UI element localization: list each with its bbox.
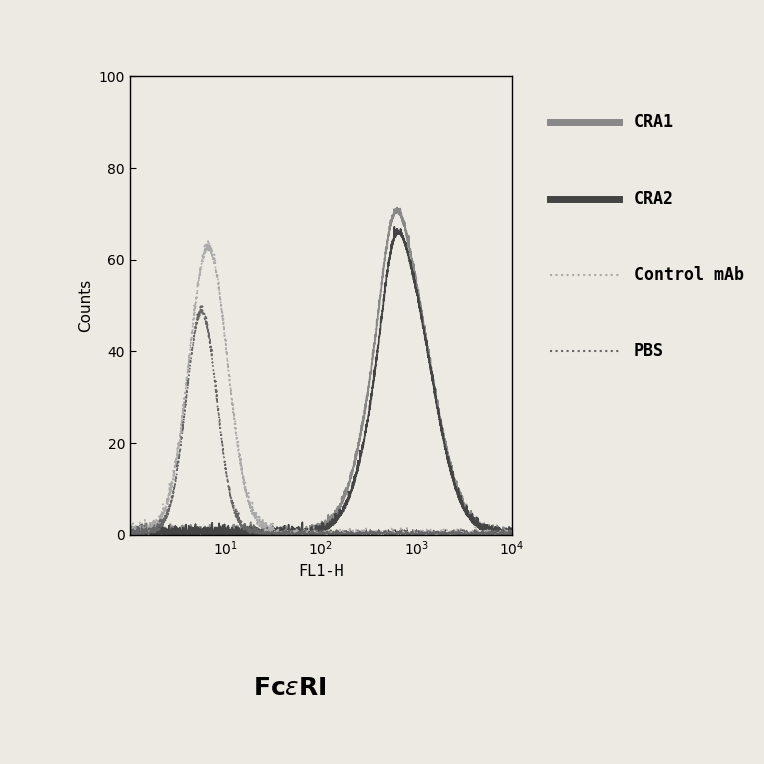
Text: CRA2: CRA2 (634, 189, 674, 208)
Text: Control mAb: Control mAb (634, 266, 744, 284)
Y-axis label: Counts: Counts (78, 279, 93, 332)
Text: PBS: PBS (634, 342, 664, 361)
X-axis label: FL1-H: FL1-H (298, 564, 344, 579)
Text: CRA1: CRA1 (634, 113, 674, 131)
Text: Fc$\varepsilon$RI: Fc$\varepsilon$RI (254, 675, 327, 700)
